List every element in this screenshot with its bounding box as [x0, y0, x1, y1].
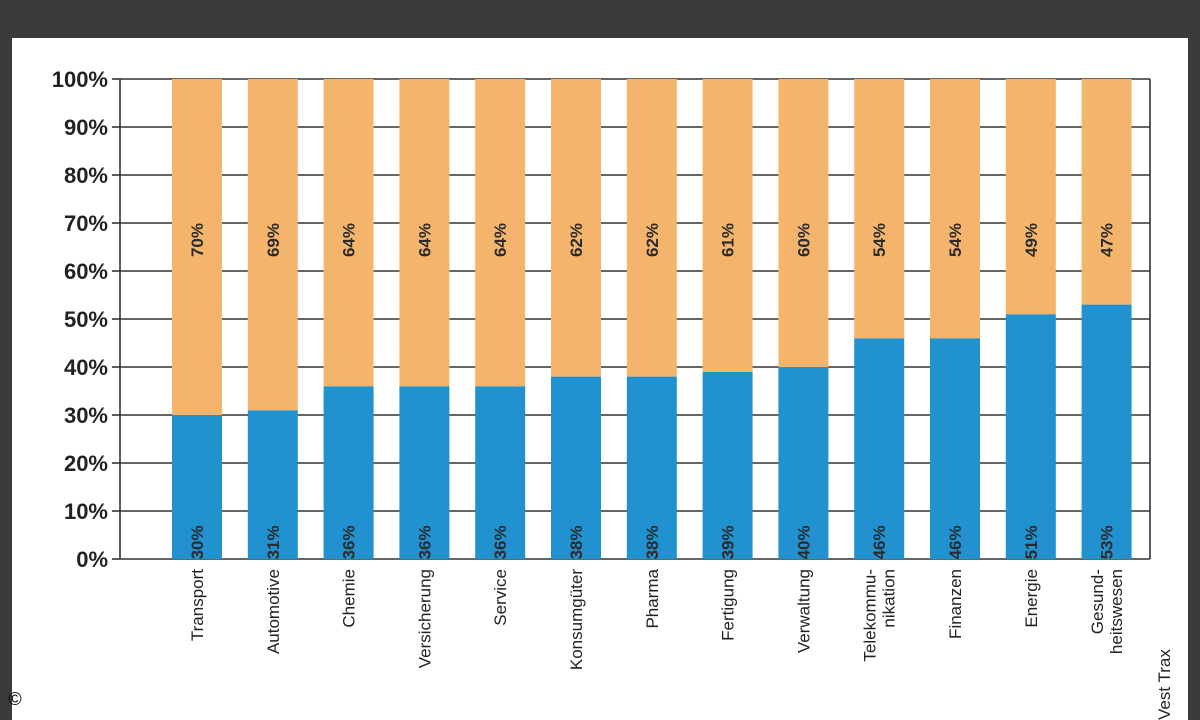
data-label: 60%: [794, 223, 813, 257]
data-label: 53%: [1098, 525, 1117, 559]
data-label: 38%: [567, 525, 586, 559]
data-label: 64%: [491, 223, 510, 257]
data-label: 40%: [794, 525, 813, 559]
data-label: 54%: [870, 223, 889, 257]
category-label: Konsumgüter: [567, 569, 586, 670]
bar-upper-segment: [930, 79, 980, 339]
y-tick-label: 90%: [64, 115, 108, 140]
y-tick-label: 70%: [64, 211, 108, 236]
data-label: 46%: [870, 525, 889, 559]
bar-upper-segment: [475, 79, 526, 387]
category-label: Verwaltung: [794, 569, 813, 653]
category-label: Pharma: [643, 568, 662, 628]
bar-upper-segment: [1005, 79, 1056, 315]
copyright-mark: ©: [8, 689, 22, 709]
bar-lower-segment: [626, 376, 677, 559]
category-label: Versicherung: [415, 569, 434, 668]
data-label: 64%: [415, 223, 434, 257]
data-label: 36%: [340, 525, 359, 559]
data-label: 70%: [188, 223, 207, 257]
y-tick-label: 30%: [64, 403, 108, 428]
bar-lower-segment: [854, 338, 905, 559]
data-label: 61%: [719, 223, 738, 257]
title-bar: [0, 0, 1200, 38]
bar-upper-segment: [626, 79, 677, 377]
y-tick-label: 100%: [52, 67, 108, 92]
bar-upper-segment: [172, 79, 222, 415]
bar-lower-segment: [1005, 314, 1056, 559]
bar-lower-segment: [247, 410, 298, 559]
y-tick-label: 20%: [64, 451, 108, 476]
data-label: 54%: [946, 223, 965, 257]
axis-layer: [112, 78, 1151, 560]
data-label: 46%: [946, 525, 965, 559]
bar-lower-segment: [702, 371, 753, 559]
bar-upper-segment: [247, 79, 298, 411]
category-label: Chemie: [340, 569, 359, 628]
bar-layer: [172, 79, 1132, 559]
category-label: Gesund-: [1088, 569, 1107, 634]
data-label: 64%: [340, 223, 359, 257]
source-label: Vest Trax: [1155, 649, 1174, 720]
y-tick-label: 40%: [64, 355, 108, 380]
data-label: 39%: [719, 525, 738, 559]
data-label: 36%: [491, 525, 510, 559]
bar-upper-segment: [778, 79, 829, 367]
category-label: Automotive: [264, 569, 283, 654]
category-label: Energie: [1022, 569, 1041, 628]
bar-lower-segment: [323, 386, 374, 559]
category-label: Transport: [188, 569, 207, 641]
data-label: 47%: [1098, 223, 1117, 257]
bar-upper-segment: [702, 79, 753, 372]
category-labels: Transport Automotive Chemie Versicherung Ser…: [188, 568, 1126, 670]
data-label: 49%: [1022, 223, 1041, 257]
bar-upper-segment: [399, 79, 450, 387]
bar-upper-segment: [1081, 79, 1132, 305]
bar-lower-segment: [551, 376, 601, 559]
y-tick-label: 10%: [64, 499, 108, 524]
data-label: 30%: [188, 525, 207, 559]
bar-lower-segment: [475, 386, 526, 559]
y-tick-label: 80%: [64, 163, 108, 188]
data-label: 62%: [643, 223, 662, 257]
data-label: 62%: [567, 223, 586, 257]
data-label: 31%: [264, 525, 283, 559]
bar-lower-segment: [1081, 304, 1132, 559]
data-label: 51%: [1022, 525, 1041, 559]
bar-lower-segment: [399, 386, 450, 559]
bar-upper-segment: [854, 79, 905, 339]
y-tick-label: 50%: [64, 307, 108, 332]
y-tick-labels: 0% 10% 20% 30% 40% 50% 60% 70% 80% 90% 100%: [52, 67, 108, 572]
data-labels: 30% 70% 31% 69% 36% 64% 36% 64% 36% 64% 38% 62% 38% 6…: [188, 223, 1117, 559]
data-label: 38%: [643, 525, 662, 559]
bar-upper-segment: [551, 79, 601, 377]
bar-lower-segment: [930, 338, 980, 559]
category-label: Finanzen: [946, 569, 965, 639]
category-label: Telekommu-: [861, 569, 880, 662]
bar-upper-segment: [323, 79, 374, 387]
category-label: Service: [491, 569, 510, 626]
y-tick-label: 0%: [76, 547, 108, 572]
y-tick-label: 60%: [64, 259, 108, 284]
category-label: nikation: [880, 569, 899, 628]
category-label: heitswesen: [1107, 569, 1126, 654]
category-label: Fertigung: [719, 569, 738, 641]
bar-lower-segment: [778, 367, 829, 559]
data-label: 36%: [415, 525, 434, 559]
bar-lower-segment: [172, 415, 222, 559]
data-label: 69%: [264, 223, 283, 257]
